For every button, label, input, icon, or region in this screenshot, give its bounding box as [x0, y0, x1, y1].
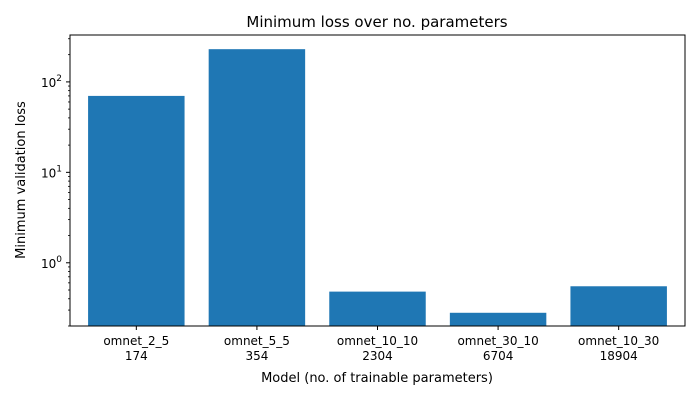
x-tick-label-params: 174: [125, 349, 148, 363]
x-tick-label-params: 18904: [600, 349, 638, 363]
x-tick-label-name: omnet_30_10: [457, 334, 538, 348]
bars-group: [88, 49, 667, 327]
bar-omnet_10_10: [329, 291, 426, 326]
x-tick-label-name: omnet_2_5: [103, 334, 169, 348]
y-tick-label: 101: [41, 164, 62, 180]
y-tick-label: 100: [41, 255, 62, 271]
bar-omnet_30_10: [449, 312, 547, 326]
y-axis: 100 101 102: [41, 38, 70, 327]
bar-omnet_2_5: [88, 95, 185, 327]
x-tick-label-params: 2304: [362, 349, 393, 363]
x-tick-label-name: omnet_10_10: [337, 334, 418, 348]
bar-omnet_10_30: [570, 286, 667, 326]
chart-title: Minimum loss over no. parameters: [246, 13, 507, 31]
x-tick-label-name: omnet_5_5: [224, 334, 290, 348]
y-axis-label: Minimum validation loss: [14, 101, 29, 259]
x-tick-label-params: 354: [245, 349, 268, 363]
y-tick-label: 102: [41, 74, 62, 90]
x-tick-label-params: 6704: [483, 349, 514, 363]
bar-omnet_5_5: [208, 49, 306, 326]
x-tick-label-name: omnet_10_30: [578, 334, 659, 348]
plot-frame: [69, 34, 686, 327]
x-axis-label: Model (no. of trainable parameters): [261, 371, 493, 386]
